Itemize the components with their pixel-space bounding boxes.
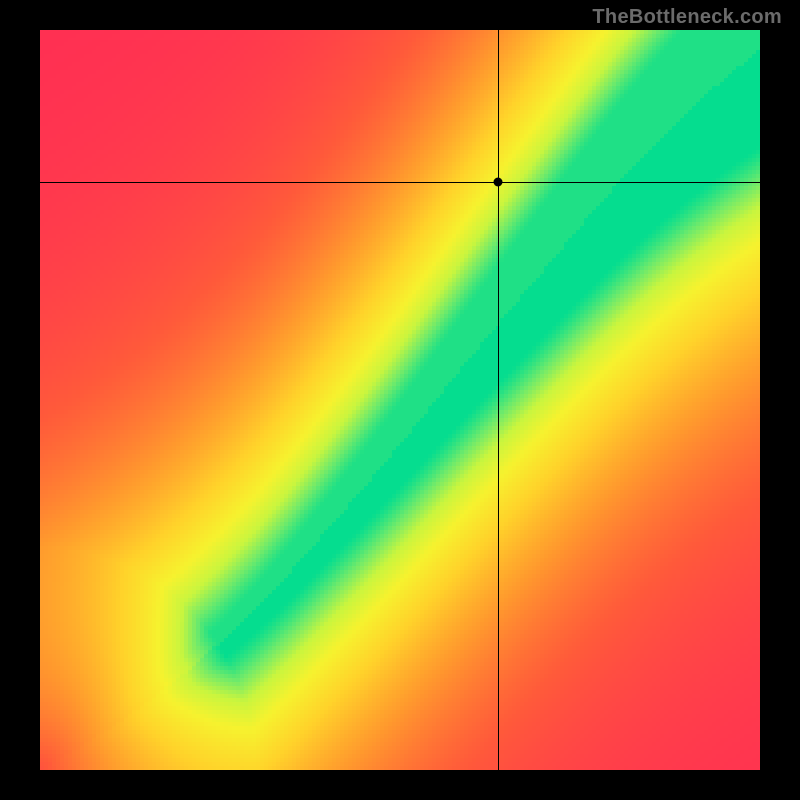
bottleneck-heatmap (40, 30, 760, 770)
watermark: TheBottleneck.com (592, 6, 782, 29)
heatmap-canvas (40, 30, 760, 770)
